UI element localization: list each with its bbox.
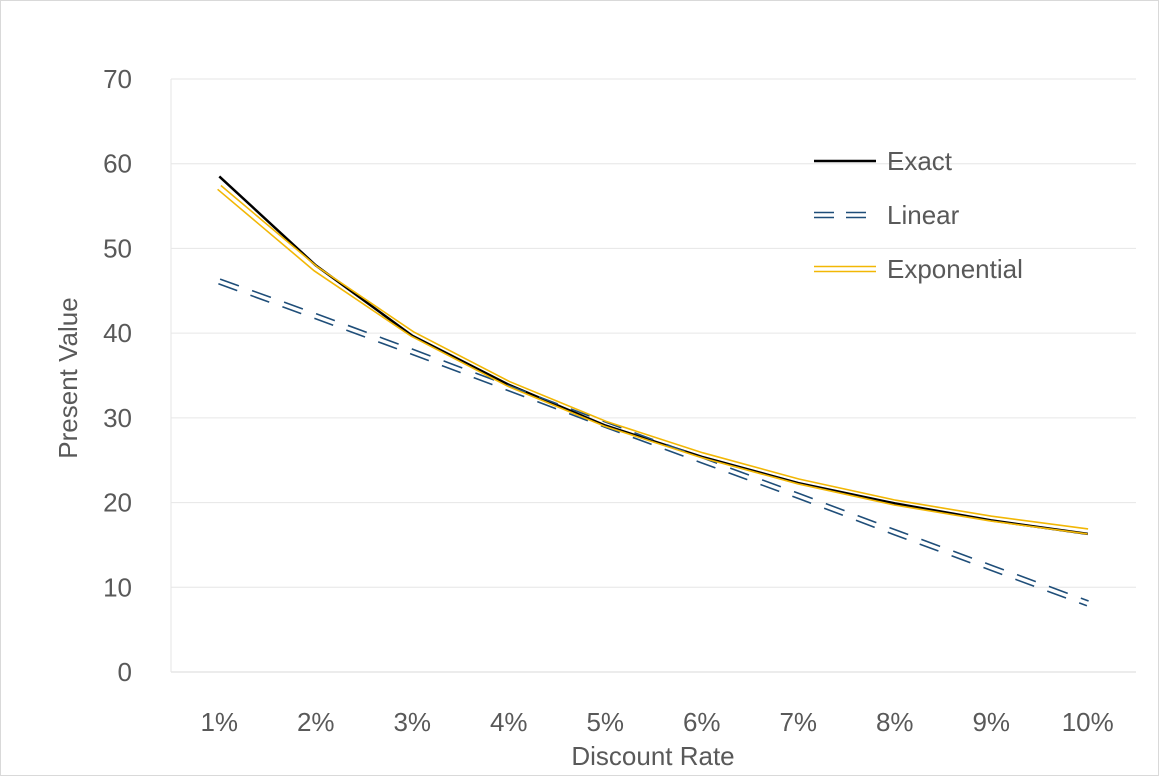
x-tick-labels: 1% 2% 3% 4% 5% 6% 7% 8% 9% 10% xyxy=(200,707,1113,737)
legend-item-exact: Exact xyxy=(814,146,953,176)
x-tick-label: 4% xyxy=(490,707,528,737)
legend-label: Exact xyxy=(887,146,953,176)
y-tick-label: 50 xyxy=(103,233,132,263)
x-tick-label: 8% xyxy=(876,707,914,737)
y-axis-title: Present Value xyxy=(53,297,83,458)
legend-label: Linear xyxy=(887,200,960,230)
series-line xyxy=(220,184,1089,530)
series-exponential xyxy=(217,184,1089,535)
x-tick-label: 6% xyxy=(683,707,721,737)
x-tick-label: 7% xyxy=(779,707,817,737)
y-tick-label: 70 xyxy=(103,64,132,94)
legend: Exact Linear Exponential xyxy=(814,146,1023,284)
y-tick-label: 60 xyxy=(103,149,132,179)
y-tick-label: 0 xyxy=(118,657,132,687)
y-tick-label: 40 xyxy=(103,318,132,348)
legend-item-linear: Linear xyxy=(814,200,960,230)
legend-label: Exponential xyxy=(887,254,1023,284)
x-tick-label: 10% xyxy=(1062,707,1114,737)
y-tick-label: 10 xyxy=(103,572,132,602)
gridlines xyxy=(170,78,1136,673)
series-line xyxy=(217,188,1088,535)
y-tick-label: 20 xyxy=(103,488,132,518)
x-tick-label: 3% xyxy=(393,707,431,737)
x-axis-title: Discount Rate xyxy=(571,741,734,771)
series-line xyxy=(218,283,1088,607)
y-tick-label: 30 xyxy=(103,403,132,433)
x-tick-label: 1% xyxy=(200,707,238,737)
y-tick-labels: 0 10 20 30 40 50 60 70 xyxy=(103,64,132,687)
series-line xyxy=(218,175,1088,536)
series-line xyxy=(219,278,1089,602)
x-tick-label: 2% xyxy=(297,707,335,737)
series-linear xyxy=(218,278,1089,607)
x-tick-label: 5% xyxy=(586,707,624,737)
series-exact xyxy=(218,175,1088,536)
x-tick-label: 9% xyxy=(972,707,1010,737)
series-lines xyxy=(217,175,1089,607)
legend-item-exponential: Exponential xyxy=(814,254,1023,284)
